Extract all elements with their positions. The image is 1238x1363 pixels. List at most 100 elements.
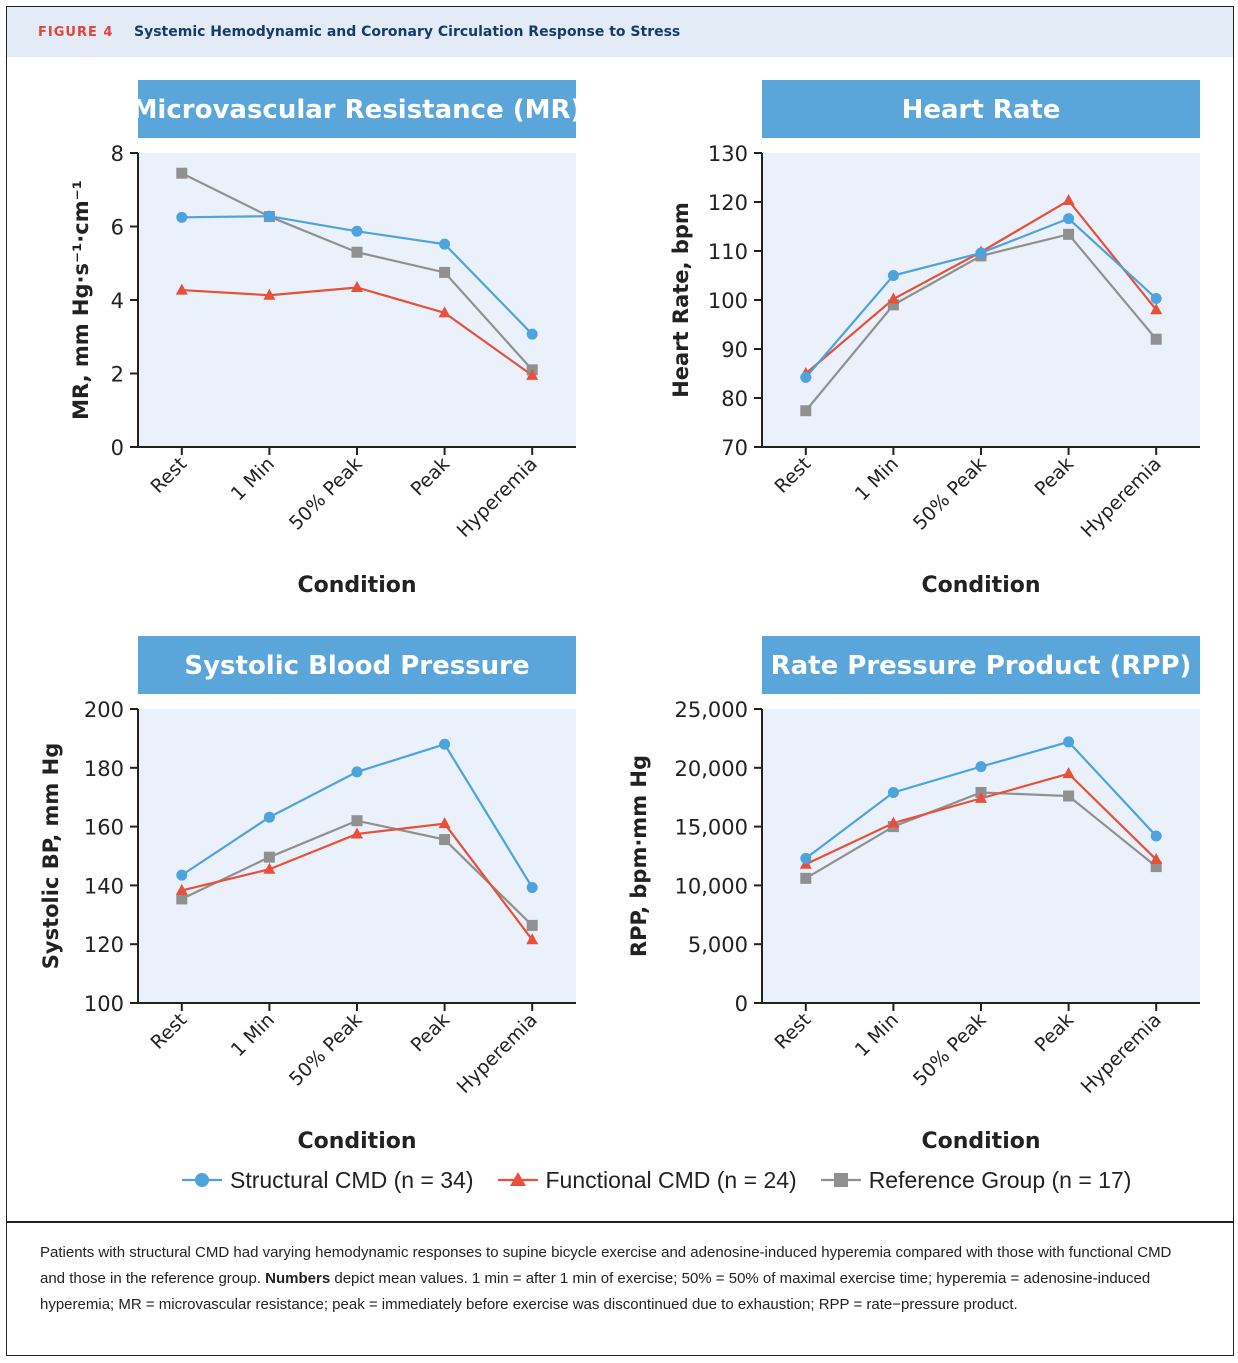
- data-point-triangle: [1062, 767, 1075, 779]
- panel-title-box: [762, 636, 1200, 694]
- y-tick-label: 0: [735, 992, 748, 1016]
- figure-header: FIGURE 4 Systemic Hemodynamic and Corona…: [7, 7, 1233, 57]
- panel-title-box: [138, 80, 576, 138]
- data-point-triangle: [526, 933, 539, 945]
- x-tick-label: Hyperemia: [1077, 1009, 1166, 1098]
- chart-panel-4: Rate Pressure Product (RPP) 0 5,000 10,000 1…: [627, 636, 1200, 1154]
- y-tick-label: 15,000: [675, 816, 748, 840]
- x-tick-label: Peak: [407, 1009, 454, 1056]
- x-tick-label: 1 Min: [851, 453, 903, 505]
- y-tick-label: 100: [708, 289, 748, 313]
- caption-divider: [6, 1221, 1234, 1223]
- data-point-circle: [1150, 293, 1162, 305]
- data-point-triangle: [887, 292, 900, 304]
- caption-text-2: depict mean values. 1 min = after 1 min …: [40, 1270, 1151, 1313]
- y-tick-label: 180: [84, 757, 124, 781]
- data-point-square: [526, 919, 538, 931]
- legend-item: Functional CMD (n = 24): [496, 1167, 797, 1194]
- data-point-circle: [975, 761, 987, 773]
- y-tick-label: 130: [708, 142, 748, 166]
- legend-label: Functional CMD (n = 24): [545, 1166, 797, 1193]
- y-tick-label: 140: [84, 874, 124, 898]
- x-tick-label: Rest: [147, 453, 192, 498]
- data-point-circle: [439, 738, 451, 750]
- plot-area: [138, 709, 576, 1003]
- data-point-triangle: [175, 883, 188, 895]
- x-tick-label: 50% Peak: [285, 453, 367, 535]
- x-tick-label: 50% Peak: [285, 1009, 367, 1091]
- data-point-triangle: [263, 862, 276, 874]
- y-tick-label: 8: [111, 142, 124, 166]
- figure-title: Systemic Hemodynamic and Coronary Circul…: [134, 24, 681, 40]
- data-point-square: [176, 893, 188, 905]
- x-tick-label: 1 Min: [227, 1009, 279, 1061]
- y-tick-label: 0: [111, 436, 124, 460]
- x-tick-label: Hyperemia: [453, 1009, 542, 1098]
- data-point-triangle: [438, 306, 451, 318]
- y-axis-title: RPP, bpm·mm Hg: [627, 755, 651, 957]
- figure-caption: Patients with structural CMD had varying…: [40, 1240, 1200, 1318]
- y-tick-label: 20,000: [675, 757, 748, 781]
- y-axis-title: Heart Rate, bpm: [669, 202, 693, 398]
- y-tick-label: 25,000: [675, 698, 748, 722]
- x-tick-label: Peak: [1031, 453, 1078, 500]
- legend-swatch-circle: [182, 1173, 222, 1187]
- y-axis-title: Systolic BP, mm Hg: [39, 743, 63, 969]
- panel-title: Systolic Blood Pressure: [184, 651, 529, 681]
- caption-text-1: Patients with structural CMD had varying…: [40, 1244, 1172, 1287]
- x-axis-title: Condition: [921, 573, 1040, 598]
- y-tick-label: 10,000: [675, 874, 748, 898]
- data-point-square: [1150, 333, 1162, 345]
- chart-panel-2: Heart Rate 70 80 90 100 110 120 130 Rest 1 Min 50%…: [669, 80, 1200, 598]
- panel-title: Heart Rate: [902, 95, 1061, 125]
- y-tick-label: 100: [84, 992, 124, 1016]
- data-point-square: [351, 815, 363, 827]
- data-point-circle: [176, 869, 188, 881]
- y-tick-label: 120: [708, 191, 748, 215]
- x-tick-label: Hyperemia: [453, 453, 542, 542]
- legend-item: Structural CMD (n = 34): [180, 1167, 474, 1194]
- data-point-circle: [526, 881, 538, 893]
- y-tick-label: 4: [111, 289, 124, 313]
- data-point-square: [800, 405, 812, 417]
- data-point-square: [351, 246, 363, 258]
- data-point-circle: [975, 247, 987, 259]
- data-point-square: [176, 167, 188, 179]
- data-point-square: [439, 266, 451, 278]
- plot-area: [762, 709, 1200, 1003]
- x-tick-label: Peak: [407, 453, 454, 500]
- x-axis-title: Condition: [921, 1129, 1040, 1154]
- caption-bold: Numbers: [265, 1270, 331, 1287]
- data-point-circle: [800, 371, 812, 383]
- x-tick-label: Peak: [1031, 1009, 1078, 1056]
- panel-title-box: [762, 80, 1200, 138]
- data-point-triangle: [887, 816, 900, 828]
- data-point-square: [263, 851, 275, 863]
- y-tick-label: 2: [111, 363, 124, 387]
- x-tick-label: 1 Min: [851, 1009, 903, 1061]
- y-tick-label: 80: [721, 387, 748, 411]
- x-tick-label: Hyperemia: [1077, 453, 1166, 542]
- data-point-circle: [1150, 830, 1162, 842]
- y-tick-label: 110: [708, 240, 748, 264]
- panel-title: Microvascular Resistance (MR): [132, 95, 583, 125]
- x-tick-label: Rest: [771, 453, 816, 498]
- legend-swatch-square: [820, 1173, 861, 1187]
- data-point-circle: [176, 211, 188, 223]
- panel-title-box: [138, 636, 576, 694]
- data-point-square: [1150, 861, 1162, 873]
- panel-title: Rate Pressure Product (RPP): [771, 651, 1192, 681]
- data-point-square: [887, 299, 899, 311]
- legend: Structural CMD (n = 34) Functional CMD (n…: [180, 1160, 1153, 1200]
- data-point-triangle: [1150, 303, 1163, 315]
- x-axis-title: Condition: [297, 1129, 416, 1154]
- figure-label: FIGURE 4: [38, 25, 114, 40]
- legend-item: Reference Group (n = 17): [819, 1167, 1131, 1194]
- y-tick-label: 120: [84, 933, 124, 957]
- plot-area: [138, 153, 576, 447]
- data-point-triangle: [975, 791, 987, 803]
- data-point-circle: [1063, 213, 1075, 225]
- plot-area: [762, 153, 1200, 447]
- data-point-triangle: [351, 281, 363, 293]
